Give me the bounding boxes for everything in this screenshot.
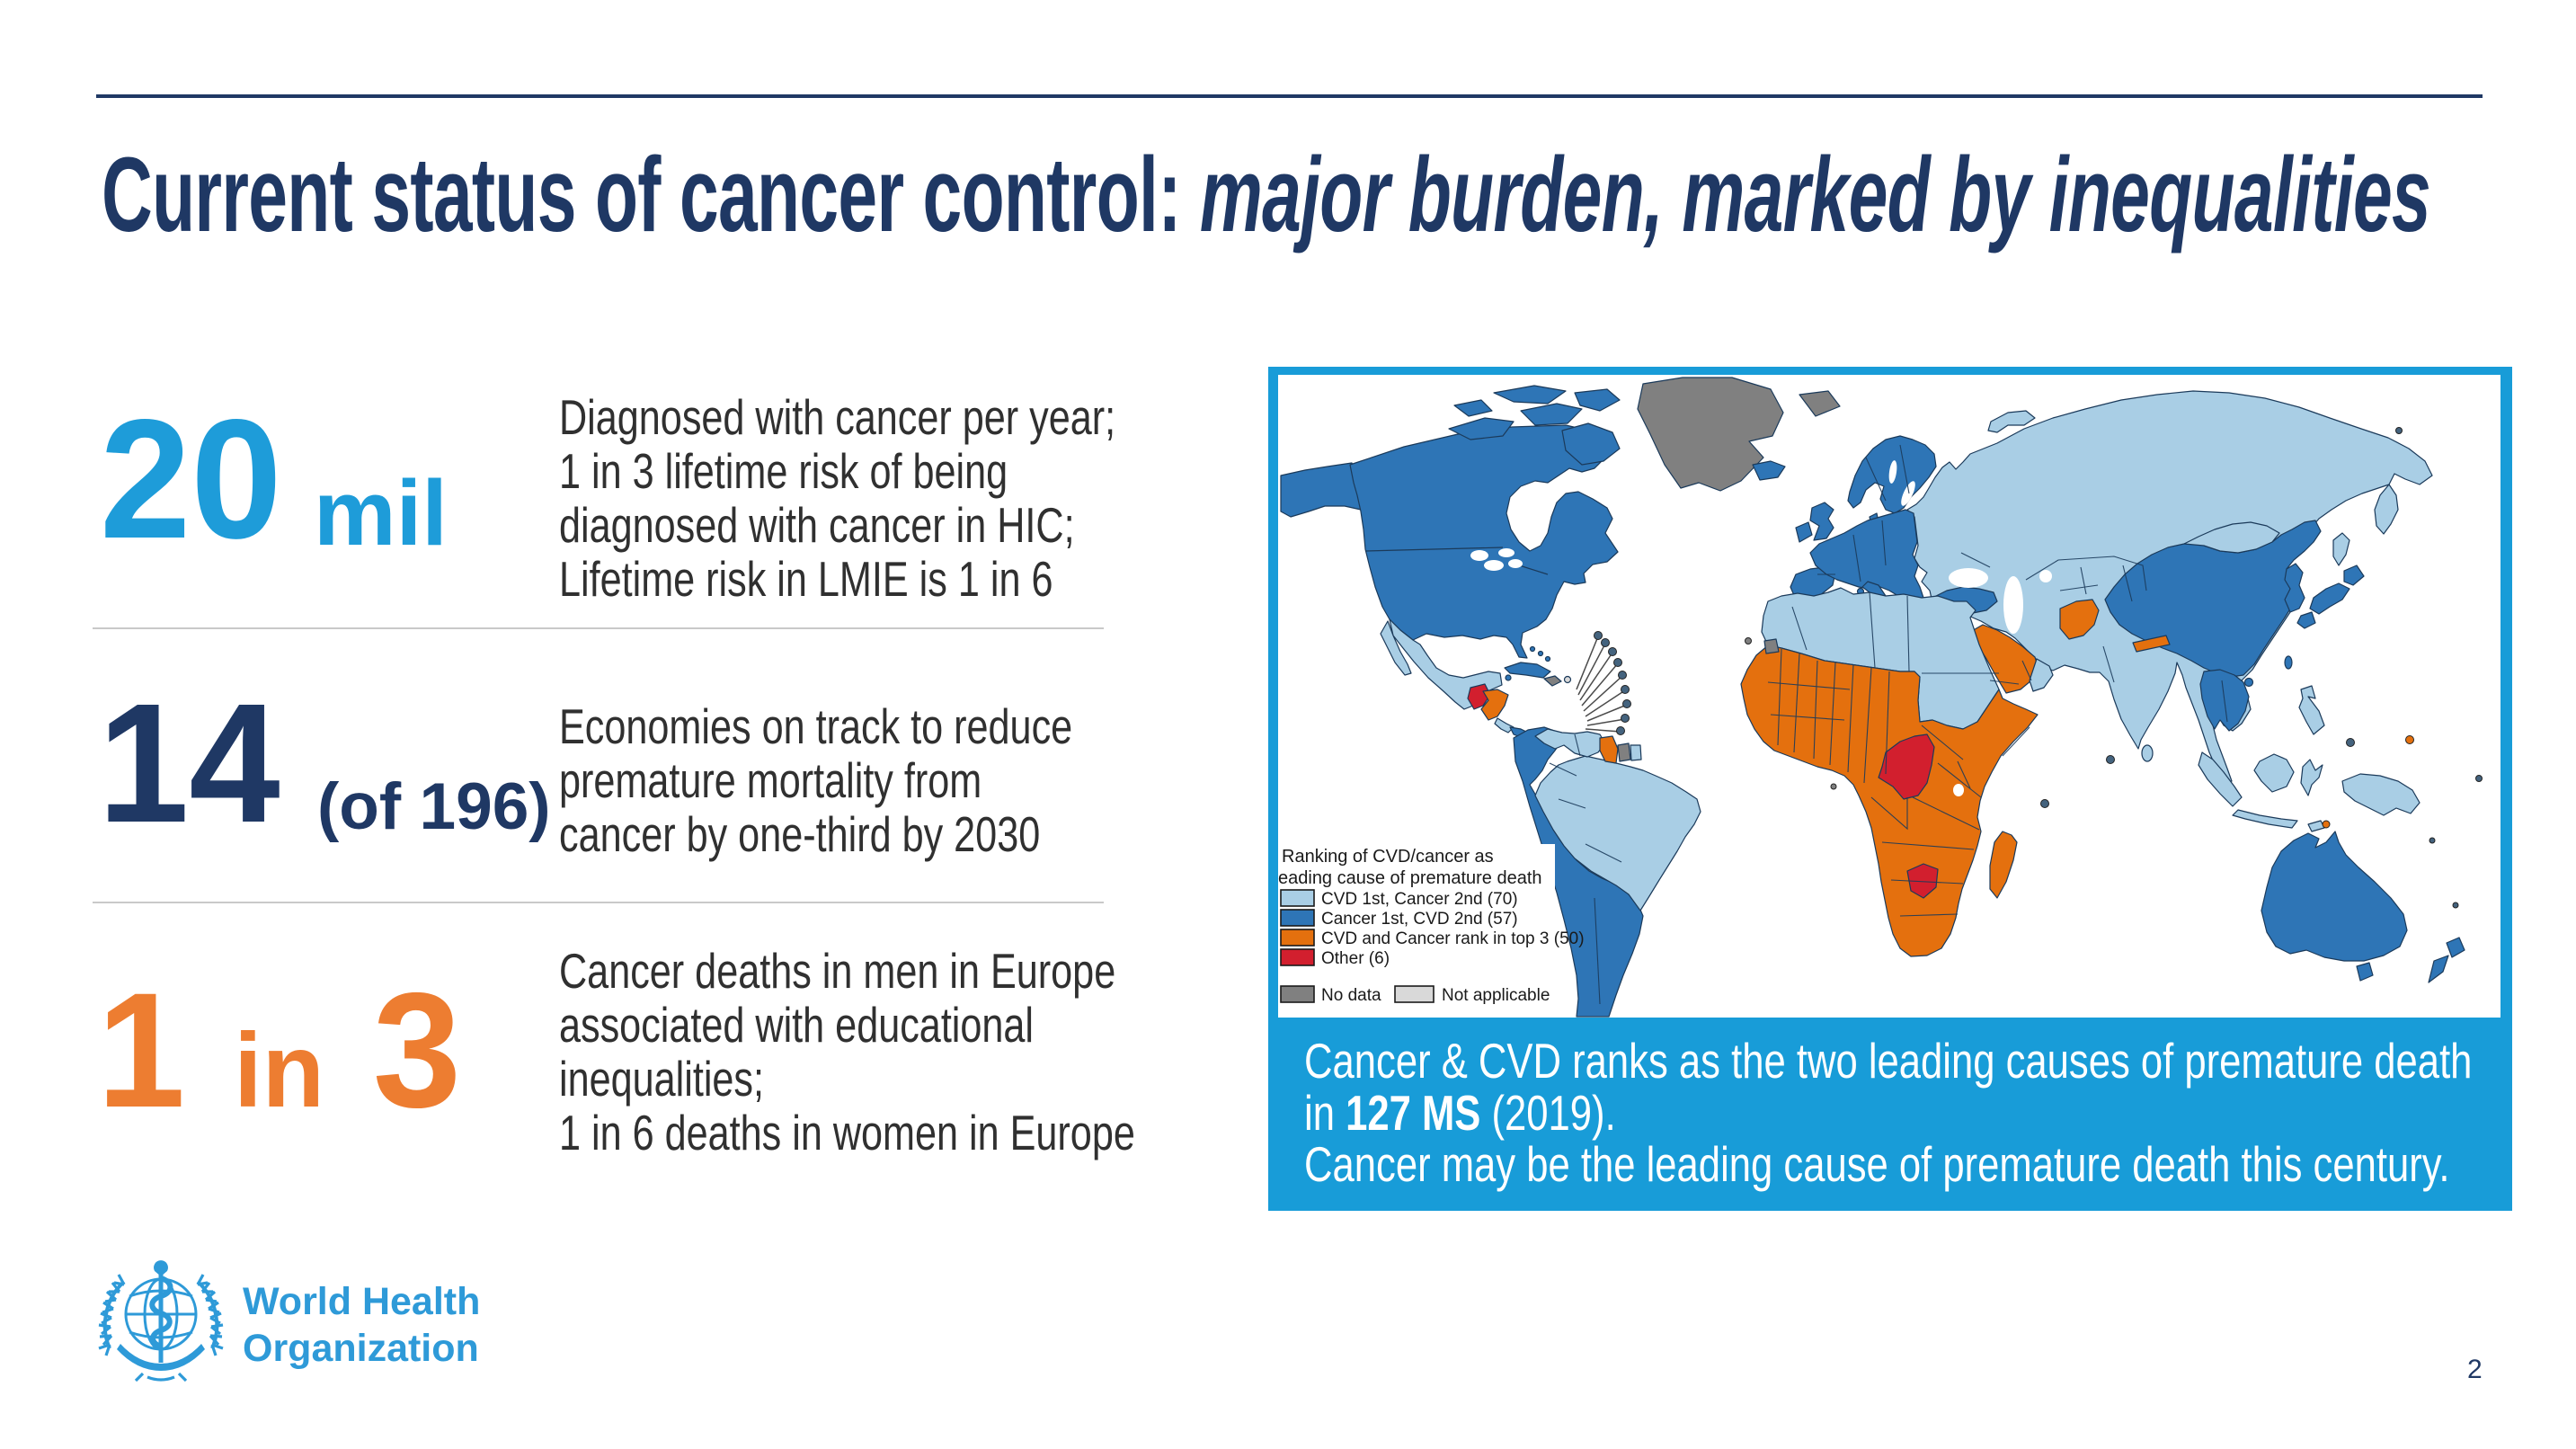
svg-text:CVD and Cancer rank in top 3 (: CVD and Cancer rank in top 3 (50) [1321, 929, 1585, 948]
svg-text:Cancer 1st, CVD 2nd (57): Cancer 1st, CVD 2nd (57) [1321, 910, 1518, 929]
svg-text:Ranking of CVD/cancer as: Ranking of CVD/cancer as [1282, 847, 1494, 867]
svg-text:eading cause of premature deat: eading cause of premature death [1278, 868, 1542, 888]
svg-text:CVD 1st, Cancer 2nd (70): CVD 1st, Cancer 2nd (70) [1321, 890, 1518, 909]
svg-text:Not applicable: Not applicable [1442, 986, 1550, 1005]
svg-text:No data: No data [1321, 986, 1381, 1005]
svg-text:Other (6): Other (6) [1321, 949, 1390, 968]
